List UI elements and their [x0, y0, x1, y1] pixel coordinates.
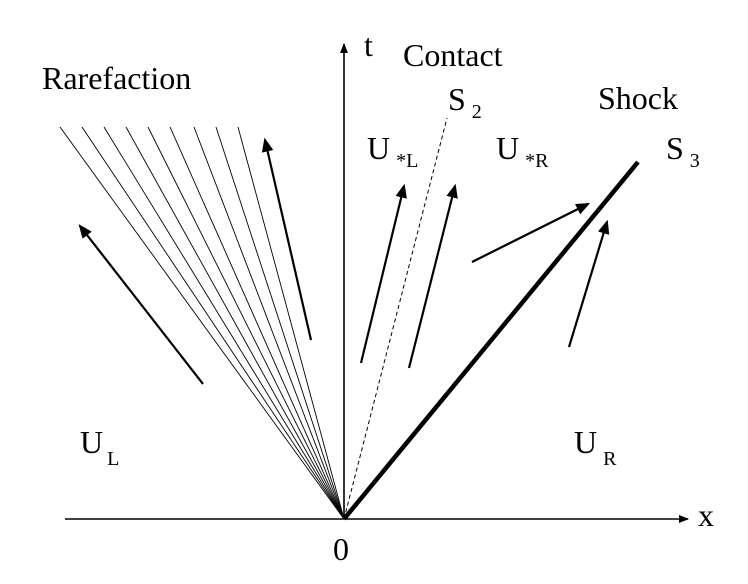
state-star-left-main: U: [367, 130, 390, 166]
velocity-arrow-star-right: [407, 183, 458, 369]
velocity-arrows: [78, 137, 610, 385]
shock-wave-line: [342, 160, 640, 521]
shock-wave-name-sub: 3: [690, 150, 700, 172]
velocity-arrow-left: [78, 224, 204, 385]
x-axis-label: x: [698, 497, 714, 533]
state-right-main: U: [574, 424, 597, 460]
fan-line: [103, 126, 345, 520]
fan-line: [169, 126, 345, 520]
rarefaction-label: Rarefaction: [42, 60, 191, 96]
t-axis-label: t: [364, 27, 373, 63]
fan-line: [59, 126, 345, 520]
state-star-left-label: U *L: [367, 130, 418, 172]
fan-line: [147, 126, 345, 520]
contact-wave-name-sub: 2: [472, 101, 482, 123]
fan-line: [215, 126, 345, 520]
rarefaction-fan: [59, 126, 345, 520]
velocity-arrow-fan: [261, 137, 313, 341]
shock-wave-name-main: S: [666, 130, 684, 166]
state-star-right-main: U: [496, 130, 519, 166]
state-left-main: U: [80, 424, 103, 460]
origin-label: 0: [333, 531, 349, 567]
state-right-sub: R: [603, 448, 617, 470]
state-star-right-label: U *R: [496, 130, 549, 172]
state-star-right-sub: *R: [525, 150, 549, 172]
fan-line: [81, 126, 345, 520]
fan-line: [125, 126, 345, 520]
state-star-left-sub: *L: [396, 150, 418, 172]
fan-line: [193, 126, 345, 520]
velocity-arrow-star-left: [359, 183, 407, 364]
fan-line: [237, 126, 345, 520]
contact-wave-name-main: S: [448, 81, 466, 117]
contact-label: Contact: [403, 37, 503, 73]
contact-wave-line: [343, 117, 448, 520]
velocity-arrow-right: [567, 219, 610, 348]
shock-label: Shock: [598, 80, 678, 116]
velocity-arrow-shock: [471, 202, 591, 263]
state-left-sub: L: [107, 448, 119, 470]
